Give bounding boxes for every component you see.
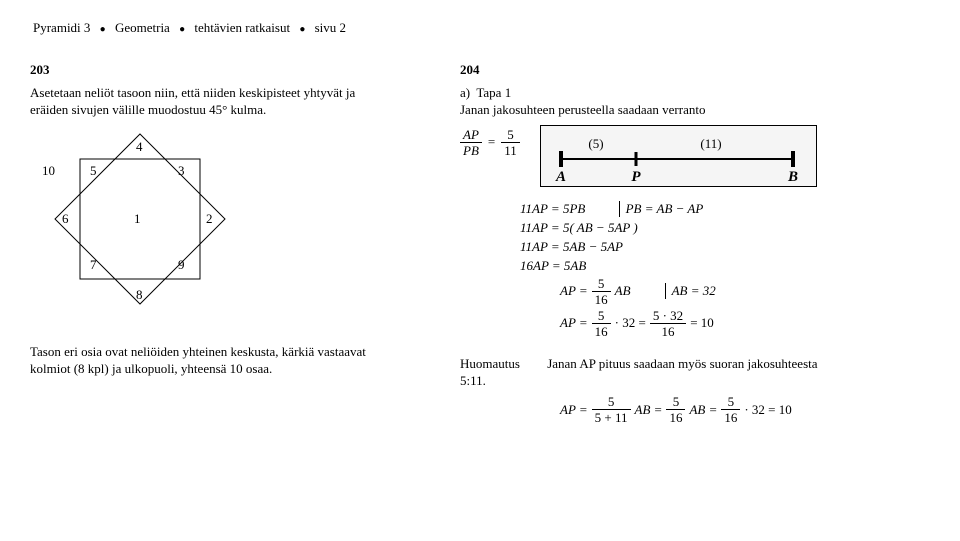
breadcrumb-item: Pyramidi 3 — [33, 20, 90, 35]
label-B: B — [787, 169, 798, 185]
frac-num: AP — [460, 128, 482, 143]
equation-block-2: AP = 5 16 AB AB = 32 AP = 5 16 · 32 = 5 … — [560, 277, 930, 338]
eq-note: PB = AB − AP — [619, 201, 704, 217]
eq-note: AB = 32 — [665, 283, 716, 299]
frac-den: 16 — [721, 410, 740, 424]
region-label: 2 — [206, 211, 213, 227]
region-label: 1 — [134, 211, 141, 227]
eq-left: 11AP = 5PB — [520, 201, 585, 216]
segment-svg: A P B (5) (11) — [540, 125, 817, 187]
frac-den: 11 — [501, 143, 520, 157]
breadcrumb-item: Geometria — [115, 20, 170, 35]
text-line: Tason eri osia ovat neliöiden yhteinen k… — [30, 344, 366, 359]
eq-line: 11AP = 5PB PB = AB − AP — [520, 201, 930, 217]
note-text2: 5:11. — [460, 373, 486, 388]
eq-line: 11AP = 5AB − 5AP — [520, 239, 930, 255]
bracket-11: (11) — [700, 136, 721, 151]
ratio-equation: AP PB = 5 11 — [460, 128, 520, 157]
eq-line: 11AP = 5( AB − 5AP ) — [520, 220, 930, 236]
bullet-icon: ● — [299, 24, 305, 35]
segment-diagram-wrap: A P B (5) (11) — [540, 125, 817, 191]
equals: = — [488, 134, 495, 150]
fraction: 5 · 32 16 — [650, 309, 686, 338]
left-column: 203 Asetetaan neliöt tasoon niin, että n… — [30, 56, 430, 427]
eq-pre: AP = — [560, 315, 588, 331]
label-A: A — [555, 169, 566, 185]
eq-pre: AP = — [560, 283, 588, 299]
text-line: Asetetaan neliöt tasoon niin, että niide… — [30, 85, 355, 100]
final-equation: AP = 5 5 + 11 AB = 5 16 AB = 5 16 · 32 =… — [560, 395, 930, 424]
fraction: 5 16 — [592, 277, 611, 306]
frac-num: 5 — [592, 277, 611, 292]
fraction: 5 11 — [501, 128, 520, 157]
fraction: AP PB — [460, 128, 482, 157]
breadcrumb: Pyramidi 3 ● Geometria ● tehtävien ratka… — [30, 20, 930, 36]
bracket-5: (5) — [588, 136, 603, 151]
frac-num: 5 · 32 — [650, 309, 686, 324]
breadcrumb-item: sivu 2 — [315, 20, 346, 35]
note-text: Janan AP pituus saadaan myös suoran jako… — [547, 356, 817, 371]
paragraph: Asetetaan neliöt tasoon niin, että niide… — [30, 85, 430, 119]
region-label: 8 — [136, 287, 143, 303]
frac-num: 5 — [592, 395, 631, 410]
region-label: 7 — [90, 257, 97, 273]
bullet-icon: ● — [100, 24, 106, 35]
eq-end: = 10 — [690, 315, 714, 331]
problem-number: 203 — [30, 62, 430, 79]
frac-num: 5 — [721, 395, 740, 410]
region-label: 6 — [62, 211, 69, 227]
frac-den: PB — [460, 143, 482, 157]
eq-line: AP = 5 16 AB AB = 32 — [560, 277, 930, 306]
part-label: a) Tapa 1 Janan jakosuhteen perusteella … — [460, 85, 930, 119]
frac-den: 16 — [650, 324, 686, 338]
equation-block: 11AP = 5PB PB = AB − AP 11AP = 5( AB − 5… — [520, 201, 930, 274]
frac-num: 5 — [666, 395, 685, 410]
octagon-diagram: 1 2 3 4 5 6 7 8 9 10 — [30, 129, 230, 329]
part-a-label: a) Tapa 1 — [460, 85, 511, 100]
note-label: Huomautus — [460, 356, 520, 371]
fraction: 5 5 + 11 — [592, 395, 631, 424]
text-line: kolmiot (8 kpl) ja ulkopuoli, yhteensä 1… — [30, 361, 272, 376]
region-label: 10 — [42, 163, 55, 179]
eq-line: AP = 5 5 + 11 AB = 5 16 AB = 5 16 · 32 =… — [560, 395, 930, 424]
eq-mid: AB = — [635, 402, 663, 418]
eq-mid: · 32 = — [615, 315, 646, 331]
fraction: 5 16 — [592, 309, 611, 338]
breadcrumb-item: tehtävien ratkaisut — [194, 20, 290, 35]
bullet-icon: ● — [179, 24, 185, 35]
eq-mid: AB = — [689, 402, 717, 418]
right-column: 204 a) Tapa 1 Janan jakosuhteen perustee… — [460, 56, 930, 427]
eq-post: AB — [615, 283, 631, 299]
frac-den: 16 — [592, 292, 611, 306]
ratio-row: AP PB = 5 11 — [460, 125, 930, 191]
region-label: 9 — [178, 257, 185, 273]
frac-den: 5 + 11 — [592, 410, 631, 424]
text-line: eräiden sivujen välille muodostuu 45° ku… — [30, 102, 266, 117]
region-label: 3 — [178, 163, 185, 179]
fraction: 5 16 — [721, 395, 740, 424]
frac-den: 16 — [666, 410, 685, 424]
eq-line: AP = 5 16 · 32 = 5 · 32 16 = 10 — [560, 309, 930, 338]
region-label: 4 — [136, 139, 143, 155]
eq-line: 16AP = 5AB — [520, 258, 930, 274]
label-P: P — [631, 169, 641, 185]
paragraph: Tason eri osia ovat neliöiden yhteinen k… — [30, 344, 430, 378]
fraction: 5 16 — [666, 395, 685, 424]
note-paragraph: Huomautus Janan AP pituus saadaan myös s… — [460, 356, 930, 390]
frac-num: 5 — [592, 309, 611, 324]
eq-pre: AP = — [560, 402, 588, 418]
main-columns: 203 Asetetaan neliöt tasoon niin, että n… — [30, 56, 930, 427]
region-label: 5 — [90, 163, 97, 179]
frac-num: 5 — [501, 128, 520, 143]
eq-end: · 32 = 10 — [744, 402, 791, 418]
frac-den: 16 — [592, 324, 611, 338]
problem-number: 204 — [460, 62, 930, 79]
part-a-text: Janan jakosuhteen perusteella saadaan ve… — [460, 102, 705, 117]
